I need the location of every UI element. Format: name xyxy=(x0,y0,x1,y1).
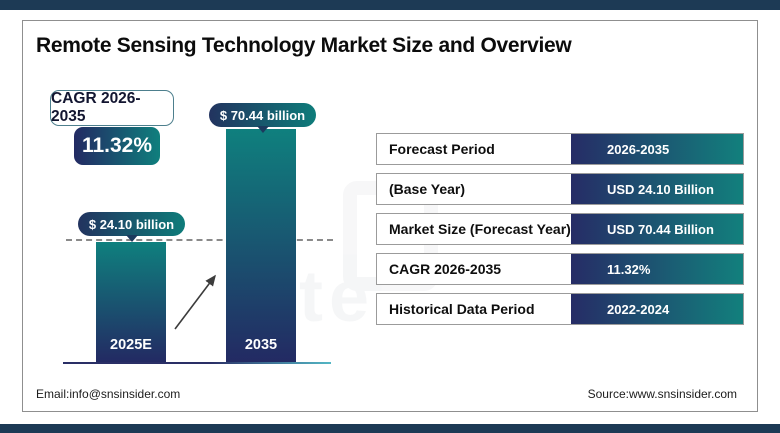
table-row-value: 2026-2035 xyxy=(571,134,743,164)
table-row: Historical Data Period 2022-2024 xyxy=(376,293,744,325)
value-callout-2035: $ 70.44 billion xyxy=(209,103,316,127)
source-text: Source:www.snsinsider.com xyxy=(587,387,737,401)
reference-dashed-line xyxy=(66,239,333,241)
table-row-value: 2022-2024 xyxy=(571,294,743,324)
overview-table: Forecast Period 2026-2035 (Base Year) US… xyxy=(376,133,744,333)
table-row-label: Historical Data Period xyxy=(389,301,535,317)
table-row: (Base Year) USD 24.10 Billion xyxy=(376,173,744,205)
table-row: CAGR 2026-2035 11.32% xyxy=(376,253,744,285)
infographic-card: Remote Sensing Technology Market Size an… xyxy=(22,20,758,412)
value-callout-2025e-text: $ 24.10 billion xyxy=(88,216,175,232)
table-row-value: 11.32% xyxy=(571,254,743,284)
bottom-accent-bar xyxy=(0,424,780,433)
value-callout-2035-text: $ 70.44 billion xyxy=(219,107,306,123)
table-row-label: Forecast Period xyxy=(389,141,495,157)
cagr-period-label: CAGR 2026-2035 xyxy=(51,90,141,125)
page-title: Remote Sensing Technology Market Size an… xyxy=(36,34,572,57)
table-row-value: USD 70.44 Billion xyxy=(571,214,743,244)
table-row-label: CAGR 2026-2035 xyxy=(389,261,502,277)
table-row-label: (Base Year) xyxy=(389,181,466,197)
table-row: Market Size (Forecast Year) USD 70.44 Bi… xyxy=(376,213,744,245)
chart-baseline xyxy=(63,362,331,364)
table-row-value: USD 24.10 Billion xyxy=(571,174,743,204)
table-row: Forecast Period 2026-2035 xyxy=(376,133,744,165)
bar-2035-label: 2035 xyxy=(244,337,278,353)
bar-2025e-label: 2025E xyxy=(110,337,152,353)
growth-arrow-icon xyxy=(174,274,216,330)
cagr-value-text: 11.32% xyxy=(81,134,153,157)
contact-email-text: Email:info@snsinsider.com xyxy=(36,387,181,401)
top-accent-bar xyxy=(0,0,780,10)
value-callout-2025e: $ 24.10 billion xyxy=(78,212,185,236)
bar-2025e: 2025E xyxy=(96,242,166,362)
cagr-value-badge: 11.32% xyxy=(74,127,160,165)
table-row-label: Market Size (Forecast Year) xyxy=(389,221,571,237)
bar-2035: 2035 xyxy=(226,129,296,362)
cagr-period-box: CAGR 2026-2035 xyxy=(50,90,174,126)
